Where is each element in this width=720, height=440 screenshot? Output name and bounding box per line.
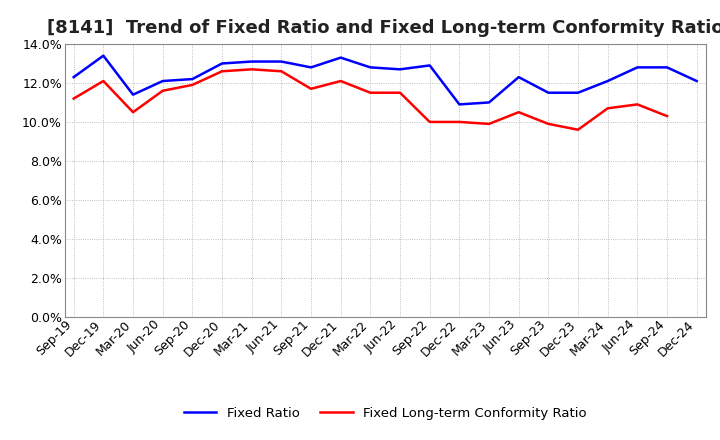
Fixed Ratio	[574, 90, 582, 95]
Fixed Ratio	[426, 63, 434, 68]
Fixed Ratio	[485, 100, 493, 105]
Fixed Ratio	[158, 78, 167, 84]
Fixed Long-term Conformity Ratio	[129, 110, 138, 115]
Fixed Long-term Conformity Ratio	[99, 78, 108, 84]
Title: [8141]  Trend of Fixed Ratio and Fixed Long-term Conformity Ratio: [8141] Trend of Fixed Ratio and Fixed Lo…	[47, 19, 720, 37]
Line: Fixed Long-term Conformity Ratio: Fixed Long-term Conformity Ratio	[73, 70, 667, 130]
Fixed Long-term Conformity Ratio	[662, 114, 671, 119]
Fixed Long-term Conformity Ratio	[426, 119, 434, 125]
Fixed Ratio	[603, 78, 612, 84]
Fixed Long-term Conformity Ratio	[277, 69, 286, 74]
Fixed Ratio	[69, 74, 78, 80]
Fixed Long-term Conformity Ratio	[69, 96, 78, 101]
Line: Fixed Ratio: Fixed Ratio	[73, 56, 697, 104]
Fixed Long-term Conformity Ratio	[633, 102, 642, 107]
Fixed Long-term Conformity Ratio	[188, 82, 197, 88]
Fixed Long-term Conformity Ratio	[603, 106, 612, 111]
Fixed Long-term Conformity Ratio	[514, 110, 523, 115]
Fixed Long-term Conformity Ratio	[248, 67, 256, 72]
Fixed Ratio	[188, 77, 197, 82]
Fixed Long-term Conformity Ratio	[455, 119, 464, 125]
Fixed Ratio	[129, 92, 138, 97]
Fixed Ratio	[396, 67, 405, 72]
Fixed Long-term Conformity Ratio	[485, 121, 493, 127]
Fixed Long-term Conformity Ratio	[336, 78, 345, 84]
Fixed Ratio	[277, 59, 286, 64]
Fixed Ratio	[248, 59, 256, 64]
Fixed Ratio	[217, 61, 226, 66]
Fixed Ratio	[514, 74, 523, 80]
Fixed Ratio	[307, 65, 315, 70]
Fixed Long-term Conformity Ratio	[366, 90, 374, 95]
Fixed Ratio	[99, 53, 108, 59]
Fixed Ratio	[633, 65, 642, 70]
Legend: Fixed Ratio, Fixed Long-term Conformity Ratio: Fixed Ratio, Fixed Long-term Conformity …	[179, 401, 592, 425]
Fixed Ratio	[455, 102, 464, 107]
Fixed Long-term Conformity Ratio	[396, 90, 405, 95]
Fixed Long-term Conformity Ratio	[158, 88, 167, 93]
Fixed Long-term Conformity Ratio	[544, 121, 553, 127]
Fixed Long-term Conformity Ratio	[217, 69, 226, 74]
Fixed Long-term Conformity Ratio	[574, 127, 582, 132]
Fixed Ratio	[366, 65, 374, 70]
Fixed Ratio	[544, 90, 553, 95]
Fixed Ratio	[662, 65, 671, 70]
Fixed Ratio	[693, 78, 701, 84]
Fixed Ratio	[336, 55, 345, 60]
Fixed Long-term Conformity Ratio	[307, 86, 315, 92]
